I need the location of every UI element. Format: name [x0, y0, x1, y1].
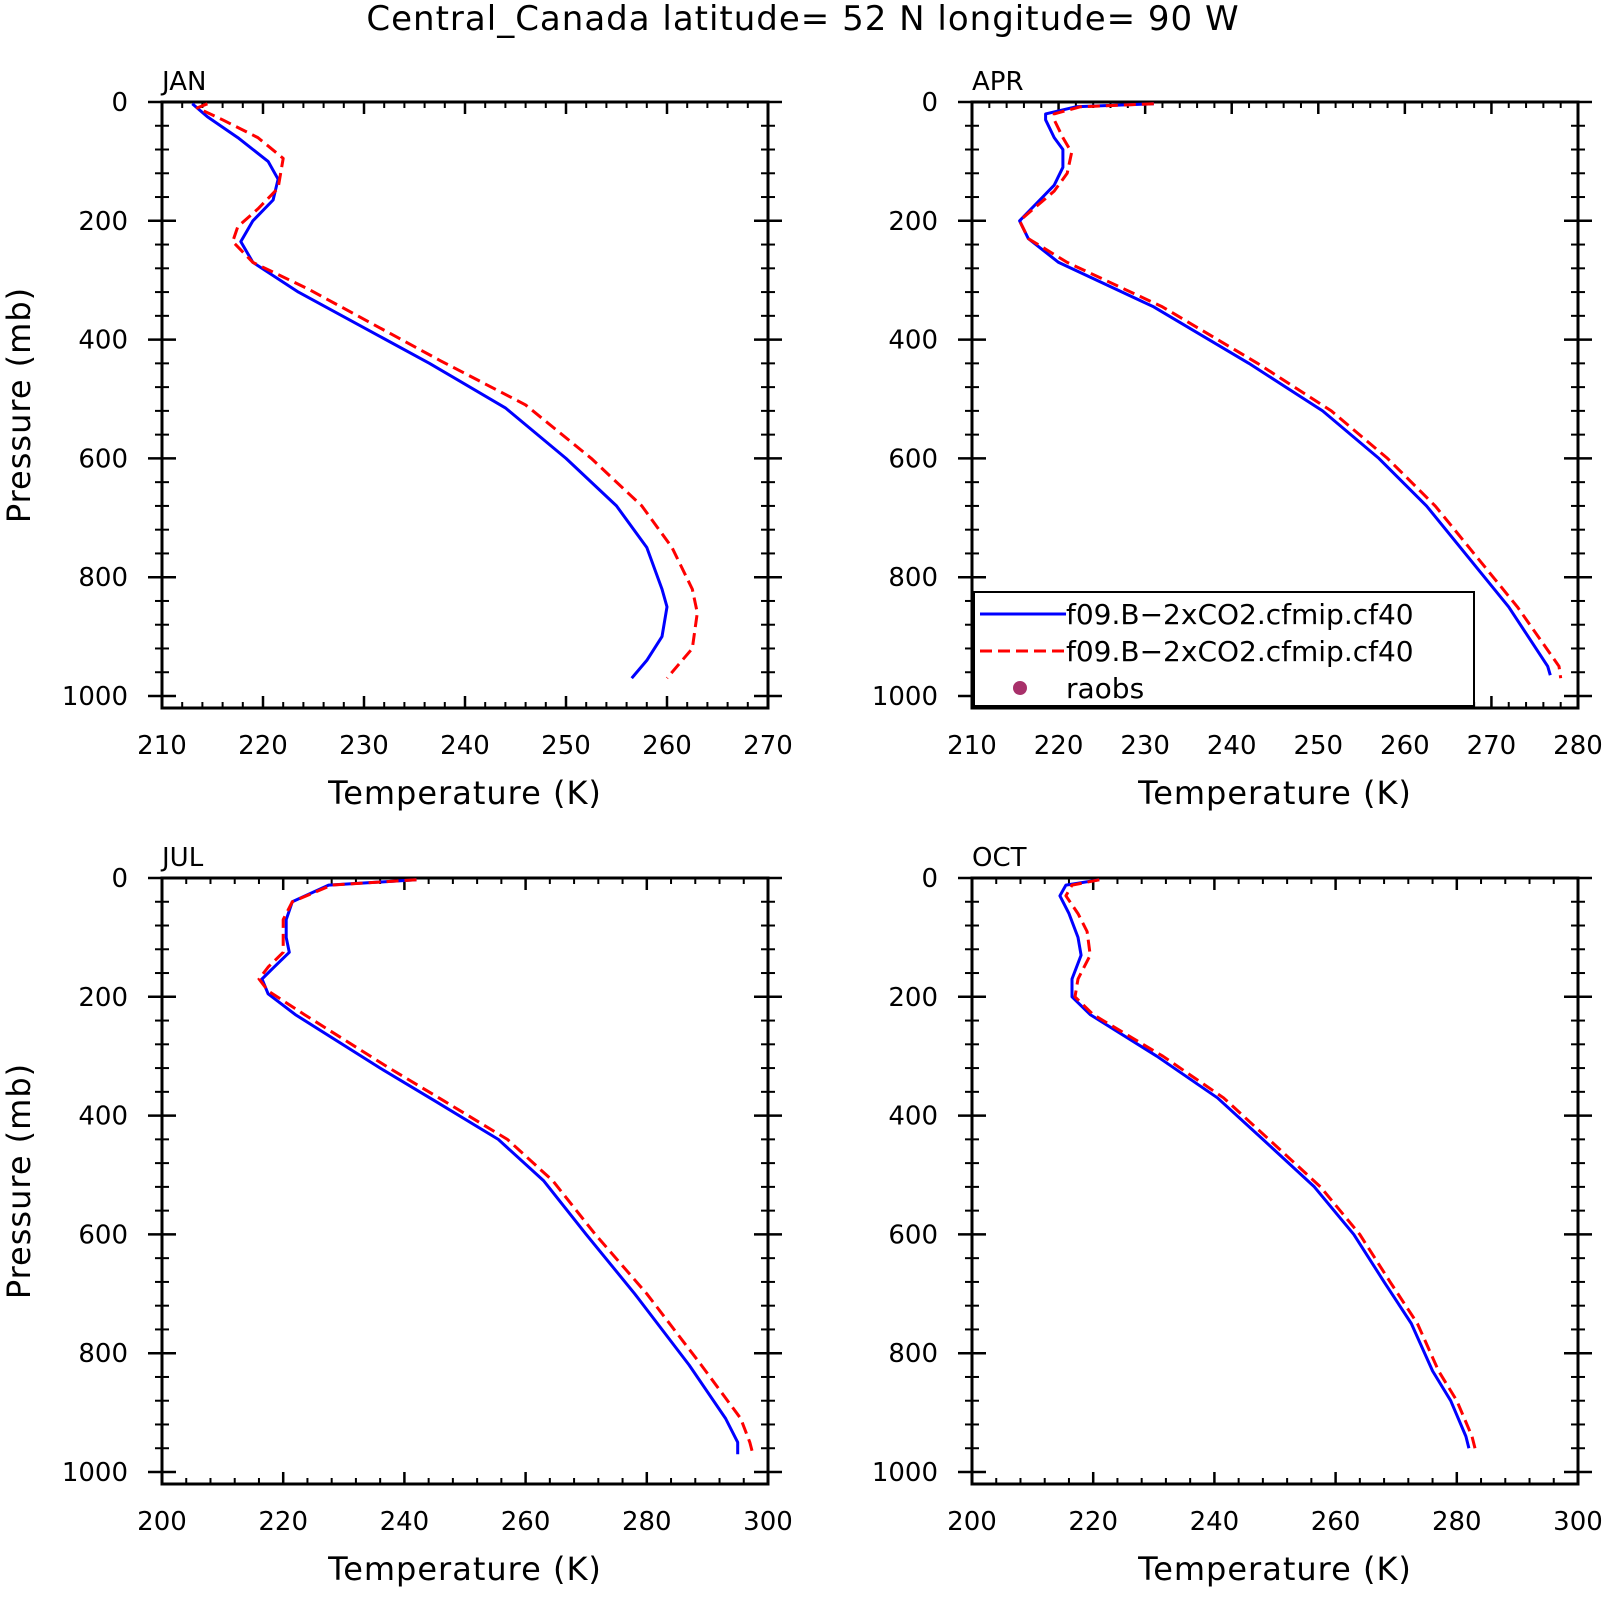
x-tick-label: 300: [743, 1507, 793, 1537]
x-tick-label: 280: [1432, 1507, 1482, 1537]
x-tick-label: 250: [541, 731, 591, 761]
y-tick-label: 600: [78, 1220, 128, 1250]
figure-title: Central_Canada latitude= 52 N longitude=…: [366, 0, 1239, 39]
x-tick-label: 280: [1553, 731, 1603, 761]
x-tick-label: 220: [238, 731, 288, 761]
y-axis-title: Pressure (mb): [0, 1063, 38, 1299]
y-axis-title: Pressure (mb): [0, 287, 38, 523]
x-tick-label: 250: [1293, 731, 1343, 761]
y-tick-label: 600: [888, 444, 938, 474]
y-tick-label: 200: [78, 207, 128, 237]
series-dashed-line: [257, 878, 755, 1455]
y-tick-label: 400: [78, 1102, 128, 1132]
y-tick-label: 800: [888, 1339, 938, 1369]
x-tick-label: 240: [440, 731, 490, 761]
x-axis-title: Temperature (K): [1137, 774, 1412, 812]
panel-label: APR: [972, 67, 1024, 97]
series-solid-line: [1058, 878, 1471, 1449]
x-tick-label: 220: [1034, 731, 1084, 761]
legend-marker: [1013, 681, 1027, 695]
plot-frame: [160, 100, 770, 710]
panel-label: JAN: [160, 67, 206, 97]
x-tick-label: 220: [1068, 1507, 1118, 1537]
y-tick-label: 600: [888, 1220, 938, 1250]
legend-label: raobs: [1066, 672, 1144, 705]
y-tick-label: 200: [78, 983, 128, 1013]
x-tick-label: 260: [501, 1507, 551, 1537]
x-tick-label: 210: [137, 731, 187, 761]
y-tick-label: 1000: [872, 682, 938, 712]
panel-jul: JUL 200 220 240 260 280 300 0 200 400 600 800 1000 Te…: [0, 843, 793, 1588]
x-tick-label: 240: [380, 1507, 430, 1537]
y-tick-label: 0: [111, 88, 128, 118]
plot-frame: [970, 100, 1580, 710]
x-tick-label: 260: [642, 731, 692, 761]
x-tick-label: 300: [1553, 1507, 1603, 1537]
panel-label: OCT: [972, 843, 1027, 873]
panels: JAN 210 220 230 240 250 260 270 0 200 400 600 800 100…: [0, 67, 1603, 1588]
x-tick-label: 230: [1120, 731, 1170, 761]
legend: f09.B−2xCO2.cfmip.cf40 f09.B−2xCO2.cfmip.…: [973, 591, 1475, 707]
plot-frame: [970, 876, 1580, 1486]
legend-label: f09.B−2xCO2.cfmip.cf40: [1066, 635, 1414, 668]
y-tick-label: 800: [78, 1339, 128, 1369]
y-tick-label: 400: [888, 326, 938, 356]
y-tick-label: 800: [888, 563, 938, 593]
x-tick-label: 260: [1380, 731, 1430, 761]
y-tick-label: 800: [78, 563, 128, 593]
y-tick-label: 400: [78, 326, 128, 356]
panel-jan: JAN 210 220 230 240 250 260 270 0 200 400 600 800 100…: [0, 67, 793, 812]
y-tick-label: 200: [888, 983, 938, 1013]
series-solid-line: [1018, 102, 1552, 676]
y-tick-label: 0: [111, 864, 128, 894]
x-tick-label: 210: [947, 731, 997, 761]
series-dashed-line: [1018, 102, 1563, 679]
series-dashed-line: [195, 102, 699, 680]
x-axis-title: Temperature (K): [327, 1550, 602, 1588]
x-tick-label: 240: [1190, 1507, 1240, 1537]
y-tick-label: 1000: [62, 1458, 128, 1488]
y-tick-label: 1000: [872, 1458, 938, 1488]
legend-label: f09.B−2xCO2.cfmip.cf40: [1066, 598, 1414, 631]
plot-frame: [160, 876, 770, 1486]
x-tick-label: 200: [947, 1507, 997, 1537]
y-tick-label: 200: [888, 207, 938, 237]
x-tick-label: 270: [743, 731, 793, 761]
series-solid-line: [260, 878, 740, 1455]
x-axis-title: Temperature (K): [327, 774, 602, 812]
legend-box: [973, 591, 1475, 707]
y-tick-label: 1000: [62, 682, 128, 712]
series-solid-line: [191, 102, 669, 680]
panel-oct: OCT 200 220 240 260 280 300 0 200 400 600 800 1000 Te…: [872, 843, 1603, 1588]
x-tick-label: 220: [258, 1507, 308, 1537]
x-axis-title: Temperature (K): [1137, 1550, 1412, 1588]
x-tick-label: 280: [622, 1507, 672, 1537]
x-tick-label: 270: [1467, 731, 1517, 761]
y-tick-label: 600: [78, 444, 128, 474]
x-tick-label: 230: [339, 731, 389, 761]
y-tick-label: 0: [921, 88, 938, 118]
x-tick-label: 200: [137, 1507, 187, 1537]
y-tick-label: 0: [921, 864, 938, 894]
series-dashed-line: [1064, 878, 1477, 1449]
y-tick-label: 400: [888, 1102, 938, 1132]
x-tick-label: 260: [1311, 1507, 1361, 1537]
panel-label: JUL: [160, 843, 204, 873]
x-tick-label: 240: [1207, 731, 1257, 761]
